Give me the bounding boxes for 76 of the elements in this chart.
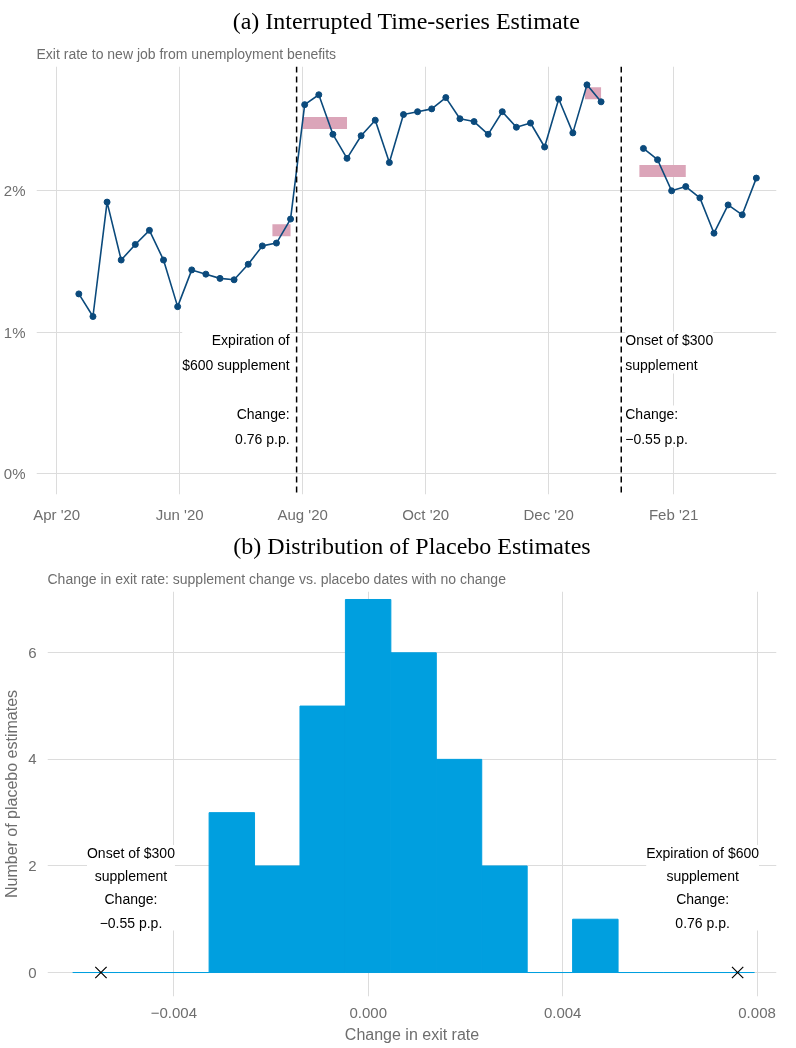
point <box>442 94 450 102</box>
annotation: Change: 0.76 p.p. <box>235 405 290 448</box>
x-tick-label: Apr '20 <box>33 505 81 523</box>
chart-title: (a) Interrupted Time-series Estimate <box>232 7 580 34</box>
ref-line-label: Onset of $300 supplement <box>625 331 714 374</box>
point <box>752 174 760 182</box>
point <box>287 215 295 223</box>
annotation: Expiration of $600 supplement Change: 0.76 p.p. <box>646 844 760 931</box>
point <box>315 91 323 99</box>
point <box>456 115 464 123</box>
point <box>639 144 647 152</box>
point <box>541 143 549 151</box>
y-tick-label: 0% <box>3 464 26 482</box>
point <box>569 129 577 137</box>
x-tick-label: 0.000 <box>349 1003 388 1021</box>
point <box>371 116 379 124</box>
point <box>343 154 351 162</box>
point <box>498 108 506 116</box>
x-tick-label: Dec '20 <box>523 505 574 523</box>
point <box>160 256 168 264</box>
point <box>654 156 662 164</box>
y-tick-label: 6 <box>28 643 37 661</box>
point <box>258 242 266 250</box>
point <box>216 274 224 282</box>
x-axis-title: Change in exit rate <box>344 1025 480 1043</box>
point <box>399 111 407 119</box>
point <box>174 303 182 311</box>
point <box>512 123 520 131</box>
point <box>385 159 393 167</box>
point <box>668 187 676 195</box>
point <box>117 256 125 264</box>
chart-subtitle: Exit rate to new job from unemployment benefits <box>36 45 337 62</box>
point <box>724 201 732 209</box>
point <box>710 229 718 237</box>
x-tick-label: Oct '20 <box>402 505 450 523</box>
y-tick-label: 4 <box>28 750 37 768</box>
point <box>527 119 535 127</box>
x-tick-label: −0.004 <box>150 1003 198 1021</box>
point <box>103 198 111 206</box>
point <box>202 270 210 278</box>
point <box>470 118 478 126</box>
y-tick-label: 2 <box>28 856 37 874</box>
y-axis-title: Number of placebo estimates <box>3 689 21 899</box>
point <box>131 240 139 248</box>
chart-title: (b) Distribution of Placebo Estimates <box>233 532 591 559</box>
point <box>484 130 492 138</box>
point <box>272 239 280 247</box>
point <box>428 105 436 113</box>
ref-line-label: Expiration of $600 supplement <box>182 331 290 374</box>
point <box>583 81 591 89</box>
point <box>414 108 422 116</box>
annotation: Change: −0.55 p.p. <box>625 405 688 448</box>
point <box>244 260 252 268</box>
point <box>188 266 196 274</box>
y-tick-label: 0 <box>28 963 37 981</box>
x-tick-label: 0.008 <box>738 1003 776 1021</box>
point <box>75 290 83 298</box>
point <box>696 194 704 202</box>
x-tick-label: Jun '20 <box>155 505 204 523</box>
point <box>682 183 690 191</box>
y-tick-label: 2% <box>3 182 26 200</box>
annotation: Onset of $300 supplement Change: −0.55 p.p. <box>86 844 176 931</box>
chart-subtitle: Change in exit rate: supplement change vs. placebo dates with no change <box>47 570 507 587</box>
x-tick-label: 0.004 <box>543 1003 582 1021</box>
point <box>89 313 97 321</box>
point <box>738 211 746 219</box>
y-tick-label: 1% <box>3 323 26 341</box>
point <box>145 226 153 234</box>
point <box>230 276 238 284</box>
point <box>357 132 365 140</box>
x-tick-label: Feb '21 <box>648 505 699 523</box>
point <box>301 101 309 109</box>
point <box>555 95 563 103</box>
x-tick-label: Aug '20 <box>277 505 328 523</box>
point <box>329 130 337 138</box>
point <box>597 98 605 106</box>
